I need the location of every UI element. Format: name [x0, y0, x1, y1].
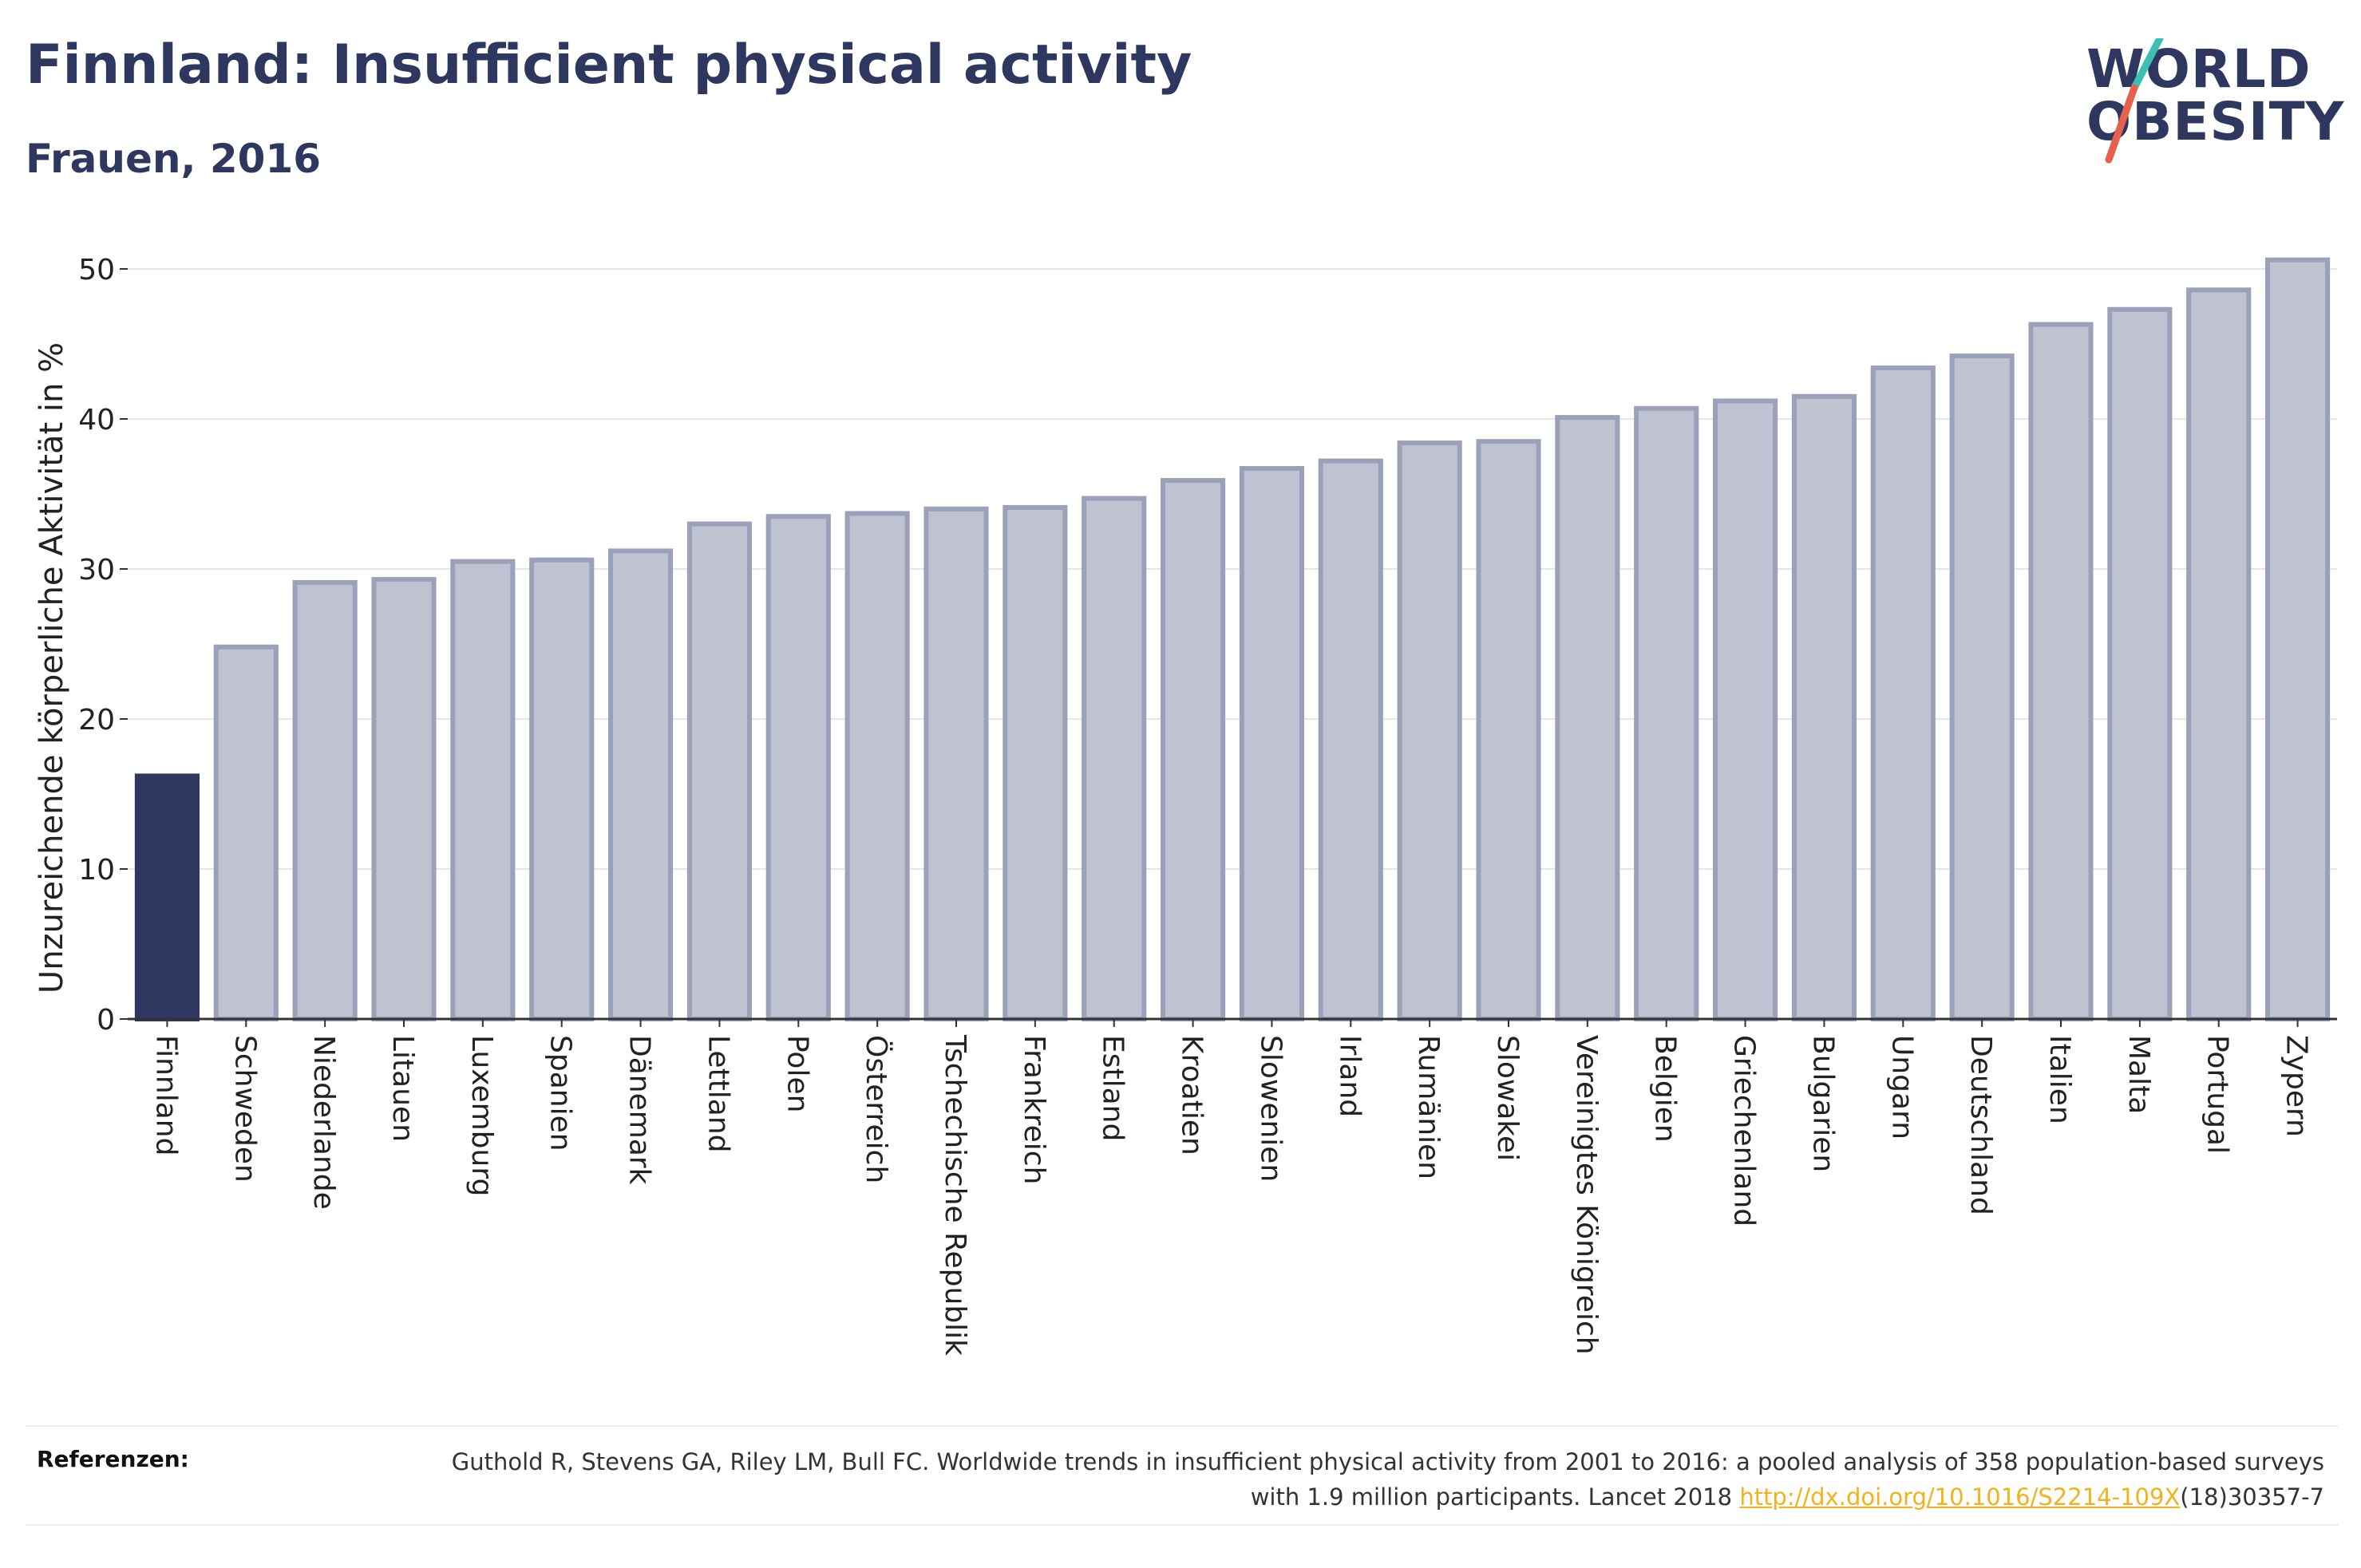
bar-zypern: [2265, 257, 2331, 1022]
x-tick-label: Estland: [1097, 1035, 1129, 1141]
y-axis-label: Unzureichende körperliche Aktivität in %: [34, 342, 70, 993]
bar-estland: [1082, 496, 1147, 1021]
bar-chart: 0 10 20 30 40 50 Finnland Schweden Niederlande Li…: [34, 254, 2337, 1356]
bar-lettland: [686, 521, 752, 1022]
bar-frankreich: [1003, 504, 1068, 1022]
x-tick-label: Slowenien: [1254, 1035, 1287, 1182]
x-tick-label: Litauen: [386, 1035, 419, 1142]
y-tick-label: 50: [78, 254, 115, 286]
bar-niederlande: [292, 579, 358, 1022]
bar-vereinigtes-königreich: [1555, 415, 1620, 1021]
logo-word-world: WORLD: [2086, 38, 2312, 100]
references-label: Referenzen:: [37, 1446, 189, 1472]
x-tick-label: Lettland: [702, 1035, 734, 1153]
bar-malta: [2107, 306, 2173, 1021]
bar-irland: [1318, 458, 1383, 1021]
y-tick-label: 30: [78, 554, 115, 587]
x-tick-label: Tschechische Republik: [939, 1034, 971, 1356]
x-tick-label: Italien: [2043, 1035, 2076, 1124]
logo-slash-icon: [2105, 38, 2164, 164]
axes: 0 10 20 30 40 50 Finnland Schweden Niederlande Li…: [78, 254, 2337, 1356]
bar-belgien: [1634, 405, 1699, 1021]
x-tick-label: Griechenland: [1728, 1035, 1761, 1226]
bar-bulgarien: [1791, 393, 1857, 1022]
bar-österreich: [844, 511, 910, 1021]
x-tick-label: Portugal: [2201, 1035, 2234, 1154]
x-tick-label: Niederlande: [307, 1035, 340, 1210]
references-bottom-rule: [26, 1524, 2339, 1526]
x-tick-label: Luxemburg: [465, 1035, 498, 1196]
y-tick-label: 40: [78, 404, 115, 436]
x-tick-label: Ungarn: [1885, 1035, 1918, 1139]
bar-dänemark: [608, 548, 674, 1021]
logo-slash-bottom: [2105, 84, 2138, 164]
references-citation: Guthold R, Stevens GA, Riley LM, Bull FC…: [451, 1448, 2324, 1511]
y-tick-label: 10: [78, 854, 115, 887]
bar-kroatien: [1161, 478, 1226, 1021]
bar-slowakei: [1476, 439, 1541, 1021]
chart-subtitle: Frauen, 2016: [26, 136, 322, 182]
bar-deutschland: [1949, 353, 2015, 1022]
x-tick-label: Spanien: [544, 1035, 577, 1151]
y-tick-label: 20: [78, 704, 115, 737]
x-tick-label: Kroatien: [1176, 1035, 1208, 1155]
x-tick-label: Slowakei: [1491, 1035, 1524, 1161]
x-tick-label: Bulgarien: [1806, 1035, 1839, 1172]
bar-slowenien: [1239, 466, 1304, 1022]
bar-rumänien: [1397, 440, 1462, 1021]
y-tick-label: 0: [97, 1004, 115, 1037]
bar-luxemburg: [450, 559, 516, 1022]
x-tick-label: Malta: [2122, 1035, 2155, 1114]
x-tick-label: Belgien: [1649, 1035, 1682, 1143]
x-tick-label: Zypern: [2280, 1035, 2313, 1137]
references-text: Guthold R, Stevens GA, Riley LM, Bull FC…: [409, 1444, 2324, 1515]
bar-finnland: [134, 773, 200, 1021]
bars: [134, 257, 2331, 1022]
x-tick-label: Österreich: [860, 1035, 893, 1183]
bar-portugal: [2186, 287, 2252, 1021]
x-tick-label: Rumänien: [1412, 1035, 1445, 1179]
x-tick-label: Frankreich: [1018, 1035, 1050, 1184]
references-citation-end: (18)30357-7: [2180, 1483, 2324, 1511]
bar-griechenland: [1713, 398, 1778, 1021]
bar-italien: [2028, 322, 2094, 1021]
bar-tschechische-republik: [923, 506, 989, 1021]
x-tick-label: Schweden: [228, 1035, 261, 1183]
chart-title: Finnland: Insufficient physical activity: [26, 34, 1192, 97]
x-tick-label: Irland: [1333, 1035, 1366, 1117]
references-top-rule: [26, 1425, 2339, 1427]
x-tick-label: Finnland: [149, 1035, 182, 1155]
x-tick-label: Vereinigtes Königreich: [1570, 1035, 1603, 1355]
world-obesity-logo: WORLD OBESITY: [2083, 38, 2347, 166]
x-tick-label: Dänemark: [623, 1035, 656, 1185]
x-tick-label: Polen: [781, 1035, 813, 1112]
bar-schweden: [213, 644, 279, 1021]
bar-ungarn: [1870, 365, 1936, 1021]
logo-slash-top: [2130, 38, 2164, 92]
references-doi-link[interactable]: http://dx.doi.org/10.1016/S2214-109X: [1739, 1483, 2181, 1511]
bar-spanien: [529, 557, 595, 1022]
bar-litauen: [371, 577, 437, 1022]
x-tick-label: Deutschland: [1964, 1035, 1997, 1215]
bar-polen: [765, 514, 831, 1021]
